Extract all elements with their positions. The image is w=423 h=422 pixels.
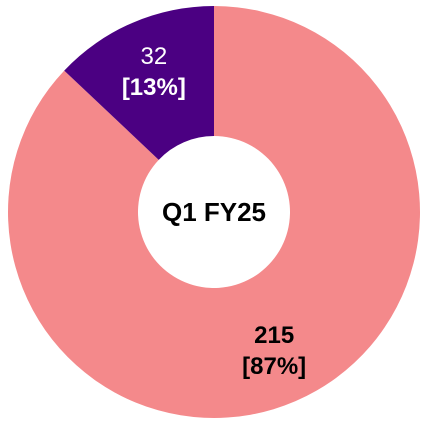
center-label: Q1 FY25 (162, 197, 266, 227)
donut-slice (7, 6, 420, 418)
percent-label: [87%] (242, 353, 306, 380)
donut-slice (64, 6, 215, 160)
value-label: 215 (254, 322, 294, 349)
percent-label: [13%] (122, 74, 186, 101)
value-label: 32 (140, 43, 167, 70)
